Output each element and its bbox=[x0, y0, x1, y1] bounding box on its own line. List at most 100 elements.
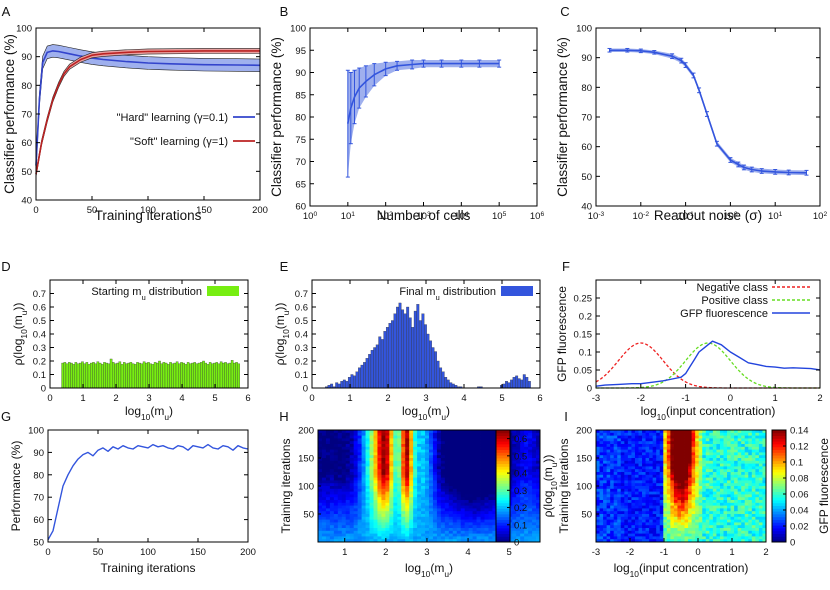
heatmap-cell bbox=[705, 511, 710, 515]
heatmap-cell bbox=[712, 494, 717, 498]
colorbar-step bbox=[496, 432, 510, 436]
heatmap-cell bbox=[603, 525, 608, 529]
heatmap-cell bbox=[452, 460, 458, 464]
heatmap-cell bbox=[677, 483, 682, 487]
heatmap-cell bbox=[627, 477, 632, 481]
heatmap-cell bbox=[716, 500, 721, 504]
heatmap-cell bbox=[333, 494, 339, 498]
heatmap-cell bbox=[758, 449, 763, 453]
heatmap-cell bbox=[631, 488, 636, 492]
heatmap-cell bbox=[748, 474, 753, 478]
heatmap-cell bbox=[748, 455, 753, 459]
histogram-bar bbox=[512, 377, 516, 389]
heatmap-cell bbox=[425, 525, 430, 529]
colorbar-step bbox=[496, 430, 510, 434]
heatmap-cell bbox=[536, 460, 541, 464]
heatmap-cell bbox=[528, 514, 533, 518]
heatmap-cell bbox=[755, 444, 760, 448]
heatmap-cell bbox=[663, 491, 668, 495]
heatmap-cell bbox=[345, 449, 351, 453]
heatmap-cell bbox=[681, 441, 685, 445]
heatmap-cell bbox=[357, 455, 362, 459]
heatmap-cell bbox=[673, 502, 678, 506]
label-part: u bbox=[444, 569, 449, 579]
heatmap-cell bbox=[484, 472, 489, 476]
heatmap-cell bbox=[663, 477, 668, 481]
heatmap-cell bbox=[377, 460, 382, 464]
heatmap-cell bbox=[377, 539, 382, 543]
colorbar-step bbox=[496, 455, 510, 459]
heatmap-cell bbox=[484, 460, 489, 464]
heatmap-cell bbox=[488, 438, 493, 442]
heatmap-cell bbox=[730, 449, 735, 453]
colorbar-tick-label: 0.06 bbox=[790, 490, 809, 501]
heatmap-cell bbox=[719, 474, 724, 478]
heatmap-cell bbox=[727, 441, 731, 445]
heatmap-cell bbox=[512, 525, 517, 529]
heatmap-cell bbox=[744, 430, 749, 434]
panel-letter: H bbox=[279, 409, 288, 424]
heatmap-cell bbox=[337, 486, 343, 490]
heatmap-cell bbox=[405, 483, 410, 487]
heatmap-cell bbox=[397, 505, 402, 509]
heatmap-cell bbox=[596, 483, 600, 487]
heatmap-cell bbox=[652, 452, 657, 456]
heatmap-cell bbox=[751, 502, 756, 506]
heatmap-cell bbox=[723, 530, 728, 534]
heatmap-cell bbox=[341, 491, 347, 495]
heatmap-cell bbox=[624, 444, 629, 448]
heatmap-cell bbox=[440, 458, 446, 462]
heatmap-cell bbox=[627, 502, 632, 506]
heatmap-cell bbox=[705, 514, 710, 518]
heatmap-cell bbox=[645, 500, 650, 504]
heatmap-cell bbox=[452, 432, 458, 436]
heatmap-cell bbox=[512, 472, 517, 476]
heatmap-cell bbox=[381, 491, 386, 495]
heatmap-cell bbox=[649, 430, 654, 434]
heatmap-cell bbox=[617, 530, 622, 534]
heatmap-cell bbox=[737, 474, 742, 478]
heatmap-cell bbox=[365, 480, 370, 484]
heatmap-cell bbox=[691, 474, 696, 478]
heatmap-cell bbox=[716, 516, 721, 520]
heatmap-cell bbox=[624, 460, 629, 464]
heatmap-cell bbox=[488, 463, 493, 467]
heatmap-cell bbox=[444, 519, 450, 523]
heatmap-cell bbox=[516, 497, 521, 501]
heatmap-cell bbox=[440, 525, 446, 529]
heatmap-cell bbox=[627, 435, 632, 439]
colorbar-step bbox=[496, 533, 510, 537]
heatmap-cell bbox=[751, 472, 756, 476]
heatmap-cell bbox=[429, 474, 434, 478]
heatmap-cell bbox=[702, 500, 707, 504]
y-axis-label: Performance (%) bbox=[9, 441, 23, 532]
heatmap-cell bbox=[751, 438, 756, 442]
heatmap-cell bbox=[321, 432, 327, 436]
histogram-bar bbox=[96, 361, 100, 389]
heatmap-cell bbox=[456, 466, 462, 470]
colorbar-step bbox=[772, 452, 786, 456]
heatmap-cell bbox=[460, 449, 466, 453]
heatmap-cell bbox=[695, 530, 700, 534]
colorbar-step bbox=[772, 449, 786, 453]
heatmap-cell bbox=[712, 430, 717, 434]
heatmap-cell bbox=[516, 530, 521, 534]
x-tick-label: 102 bbox=[379, 211, 394, 223]
heatmap-cell bbox=[673, 516, 678, 520]
heatmap-cell bbox=[440, 435, 446, 439]
heatmap-cell bbox=[528, 430, 533, 434]
heatmap-cell bbox=[337, 432, 343, 436]
heatmap-cell bbox=[417, 458, 422, 462]
heatmap-cell bbox=[677, 432, 682, 436]
heatmap-cell bbox=[413, 449, 418, 453]
plot-frame bbox=[47, 429, 249, 543]
heatmap-cell bbox=[512, 438, 517, 442]
heatmap-cell bbox=[716, 494, 721, 498]
heatmap-cell bbox=[737, 460, 742, 464]
heatmap-cell bbox=[381, 505, 386, 509]
heatmap-cell bbox=[642, 466, 646, 470]
heatmap-cell bbox=[464, 452, 470, 456]
heatmap-cell bbox=[627, 474, 632, 478]
heatmap-cell bbox=[476, 488, 481, 492]
heatmap-cell bbox=[321, 502, 327, 506]
